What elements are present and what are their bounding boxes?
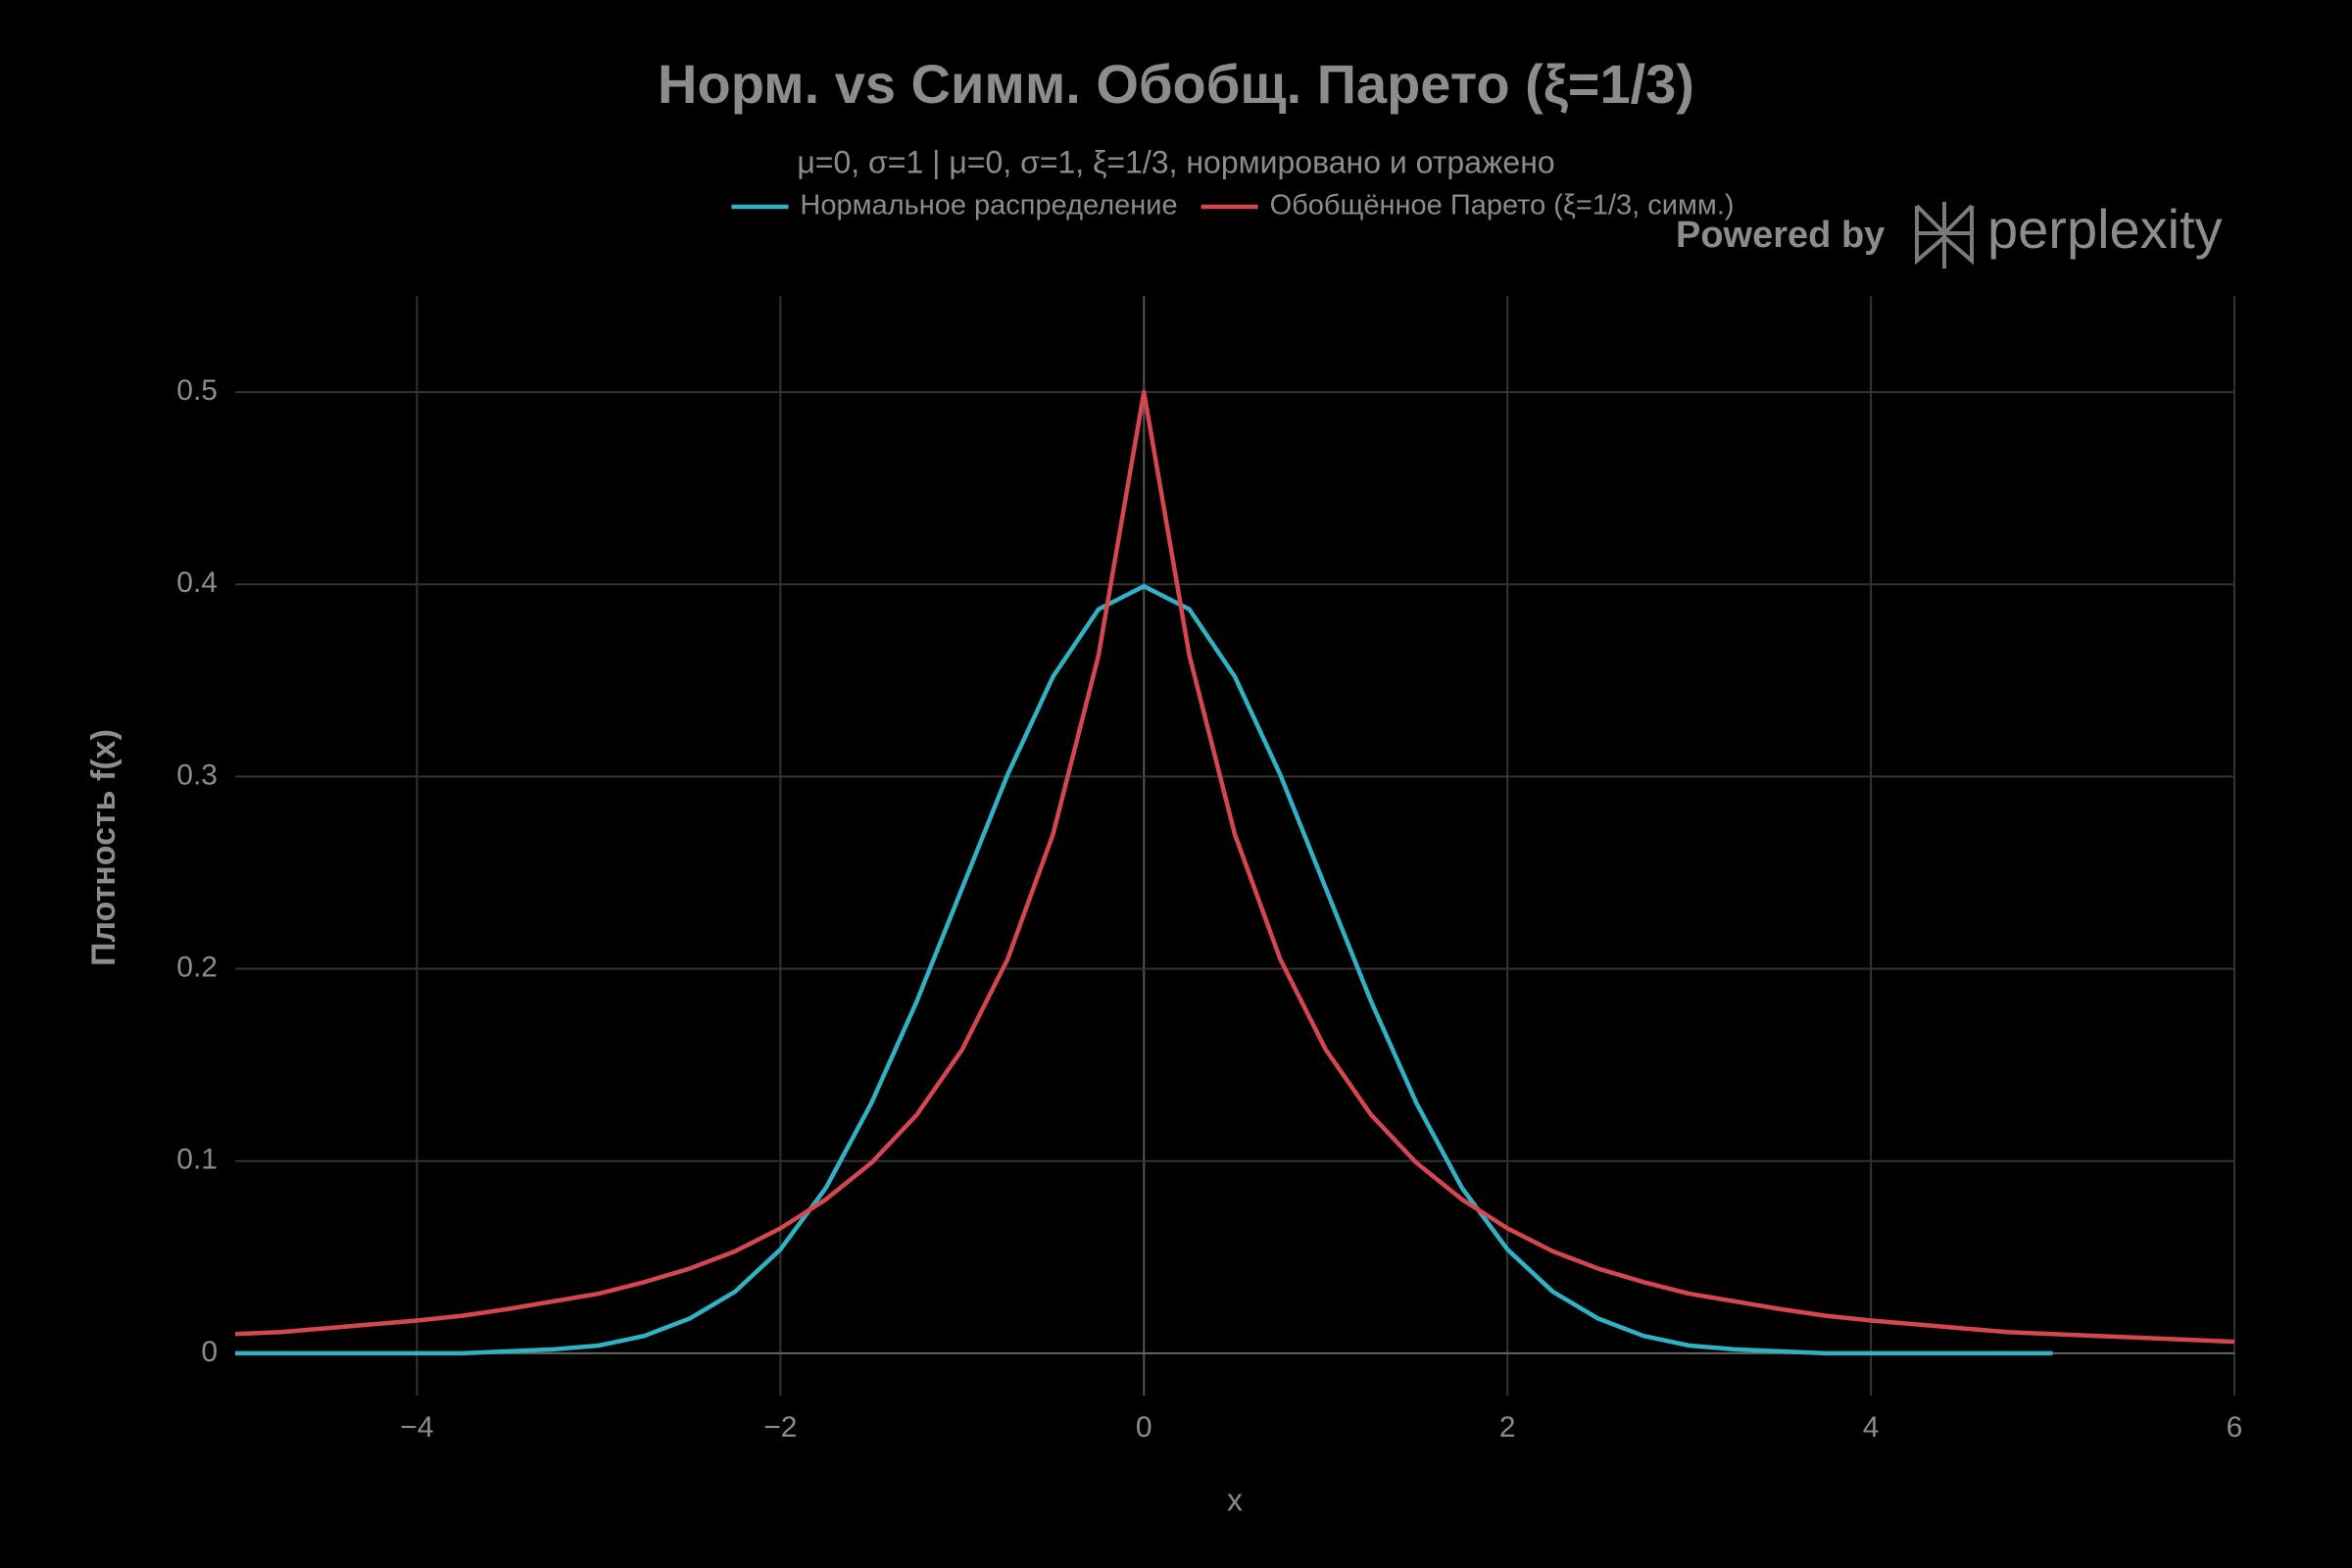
watermark-brand: perplexity xyxy=(1987,198,2223,260)
legend-item: Обобщённое Парето (ξ=1/3, симм.) xyxy=(1200,190,1735,221)
x-tick-label: 6 xyxy=(2227,1411,2243,1444)
chart-title: Норм. vs Симм. Обобщ. Парето (ξ=1/3) xyxy=(658,53,1694,115)
plot-area xyxy=(234,389,2235,1356)
x-tick-label: −2 xyxy=(763,1411,797,1444)
y-axis-label: Плотность f(x) xyxy=(85,729,122,966)
y-tick-label: 0.4 xyxy=(176,566,218,599)
x-axis-label: x xyxy=(1227,1482,1243,1517)
y-tick-label: 0 xyxy=(201,1336,218,1368)
legend: Нормальное распределение Обобщённое Парет… xyxy=(731,190,1735,221)
watermark-icon xyxy=(1915,202,1974,269)
y-tick-label: 0.2 xyxy=(176,951,218,983)
chart-subtitle: μ=0, σ=1 | μ=0, σ=1, ξ=1/3, нормировано … xyxy=(797,144,1554,179)
watermark-prefix: Powered by xyxy=(1676,215,1885,256)
watermark: Powered by perplexity xyxy=(1676,198,2223,269)
legend-label: Обобщённое Парето (ξ=1/3, симм.) xyxy=(1270,190,1735,221)
grid: −4 −2 0 2 4 6 0 0.1 0.2 0.3 0.4 0.5 xyxy=(176,296,2242,1444)
y-tick-label: 0.5 xyxy=(176,374,218,407)
x-tick-label: 2 xyxy=(1499,1411,1516,1444)
series-line xyxy=(234,389,2235,1345)
y-tick-label: 0.3 xyxy=(176,759,218,791)
x-tick-label: −4 xyxy=(400,1411,433,1444)
legend-item: Нормальное распределение xyxy=(731,190,1178,221)
x-tick-label: 0 xyxy=(1136,1411,1152,1444)
x-tick-label: 4 xyxy=(1863,1411,1880,1444)
y-tick-label: 0.1 xyxy=(176,1144,218,1176)
legend-label: Нормальное распределение xyxy=(800,190,1177,221)
series-line xyxy=(235,583,2053,1356)
